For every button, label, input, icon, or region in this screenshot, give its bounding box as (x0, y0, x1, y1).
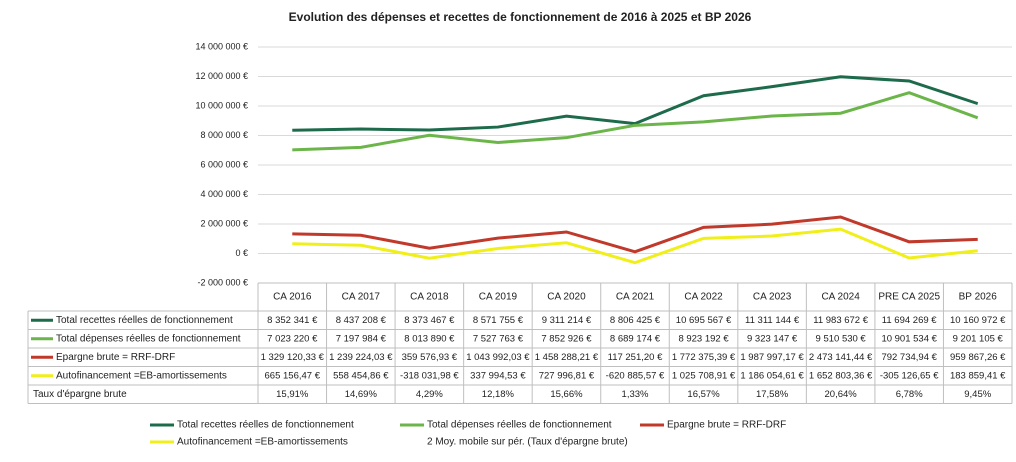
table-cell: 9,45% (964, 389, 991, 400)
x-tick-label: PRE CA 2025 (878, 292, 940, 303)
table-cell: 792 734,94 € (881, 352, 937, 363)
legend-label: 2 Moy. mobile sur pér. (Taux d'épargne b… (427, 437, 628, 448)
y-tick-label: 12 000 000 € (195, 71, 248, 81)
y-tick-label: 2 000 000 € (200, 218, 248, 228)
table-cell: -318 031,98 € (400, 370, 459, 381)
table-cell: 1 239 224,03 € (329, 352, 393, 363)
table-cell: 8 373 467 € (404, 315, 455, 326)
y-tick-label: 10 000 000 € (195, 100, 248, 110)
table-cell: 117 251,20 € (608, 352, 663, 363)
table-cell: 20,64% (825, 389, 858, 400)
table-cell: 665 156,47 € (265, 370, 321, 381)
row-label: Epargne brute = RRF-DRF (56, 352, 175, 363)
row-label: Total dépenses réelles de fonctionnement (56, 333, 241, 344)
table-cell: 1 987 997,17 € (740, 352, 804, 363)
table-cell: 16,57% (687, 389, 720, 400)
table-cell: 11 311 144 € (745, 315, 800, 326)
series-line (292, 91, 979, 152)
row-label: Total recettes réelles de fonctionnement (56, 315, 233, 326)
table-cell: 15,66% (550, 389, 583, 400)
table-cell: 10 160 972 € (950, 315, 1006, 326)
table-cell: 1 329 120,33 € (261, 352, 325, 363)
table-cell: 7 023 220 € (267, 333, 318, 344)
table-cell: 14,69% (345, 389, 378, 400)
x-tick-label: CA 2024 (821, 292, 860, 303)
y-tick-label: 14 000 000 € (195, 41, 248, 51)
table-cell: 11 694 269 € (882, 315, 937, 326)
x-tick-label: CA 2023 (753, 292, 792, 303)
series-line (292, 215, 978, 254)
row-label: Taux d'épargne brute (33, 389, 127, 400)
table-cell: 6,78% (896, 389, 923, 400)
table-cell: 17,58% (756, 389, 789, 400)
table-cell: 1 652 803,36 € (809, 370, 873, 381)
table-cell: 7 852 926 € (541, 333, 592, 344)
y-tick-label: 6 000 000 € (200, 159, 248, 169)
x-tick-label: CA 2022 (684, 292, 723, 303)
x-tick-label: CA 2017 (342, 292, 381, 303)
table-cell: 12,18% (482, 389, 515, 400)
table-cell: 10 901 534 € (881, 333, 937, 344)
x-tick-label: CA 2019 (479, 292, 518, 303)
row-label: Autofinancement =EB-amortissements (56, 370, 227, 381)
table-cell: 4,29% (416, 389, 443, 400)
table-cell: 7 527 763 € (473, 333, 524, 344)
table-cell: 959 867,26 € (950, 352, 1006, 363)
table-cell: 11 983 672 € (813, 315, 868, 326)
table-cell: 8 689 174 € (610, 333, 661, 344)
table-cell: 337 994,53 € (470, 370, 526, 381)
table-cell: -620 885,57 € (606, 370, 665, 381)
y-tick-label: 0 € (235, 248, 248, 258)
table-cell: 1 043 992,03 € (466, 352, 530, 363)
y-tick-label: 8 000 000 € (200, 130, 248, 140)
table-cell: 9 323 147 € (747, 333, 798, 344)
table-cell: 8 352 341 € (267, 315, 318, 326)
legend-label: Total dépenses réelles de fonctionnement (427, 420, 612, 431)
table-cell: -305 126,65 € (880, 370, 939, 381)
table-cell: 10 695 567 € (676, 315, 732, 326)
table-cell: 8 437 208 € (336, 315, 387, 326)
table-cell: 8 806 425 € (610, 315, 661, 326)
table-cell: 1,33% (622, 389, 649, 400)
series-line (292, 227, 978, 265)
chart-title: Evolution des dépenses et recettes de fo… (289, 10, 752, 24)
legend-label: Epargne brute = RRF-DRF (667, 420, 786, 431)
x-tick-label: CA 2021 (616, 292, 655, 303)
table-cell: 2 473 141,44 € (809, 352, 873, 363)
table-cell: 359 576,93 € (402, 352, 458, 363)
table-cell: 1 772 375,39 € (672, 352, 736, 363)
x-tick-label: CA 2020 (547, 292, 586, 303)
table-cell: 1 025 708,91 € (672, 370, 736, 381)
y-tick-label: 4 000 000 € (200, 189, 248, 199)
table-cell: 7 197 984 € (336, 333, 387, 344)
table-cell: 727 996,81 € (539, 370, 595, 381)
y-tick-label: -2 000 000 € (197, 277, 248, 287)
table-cell: 8 571 755 € (473, 315, 524, 326)
series-line (292, 75, 979, 132)
table-cell: 183 859,41 € (950, 370, 1006, 381)
x-tick-label: BP 2026 (959, 292, 998, 303)
legend-label: Autofinancement =EB-amortissements (177, 437, 348, 448)
x-tick-label: CA 2018 (410, 292, 449, 303)
table-cell: 9 510 530 € (816, 333, 867, 344)
table-cell: 1 186 054,61 € (740, 370, 804, 381)
table-cell: 9 201 105 € (953, 333, 1004, 344)
table-cell: 8 923 192 € (678, 333, 729, 344)
table-cell: 1 458 288,21 € (535, 352, 599, 363)
table-cell: 558 454,86 € (333, 370, 389, 381)
legend-label: Total recettes réelles de fonctionnement (177, 420, 354, 431)
table-cell: 15,91% (276, 389, 309, 400)
table-cell: 8 013 890 € (404, 333, 455, 344)
table-cell: 9 311 214 € (542, 315, 592, 326)
x-tick-label: CA 2016 (273, 292, 312, 303)
